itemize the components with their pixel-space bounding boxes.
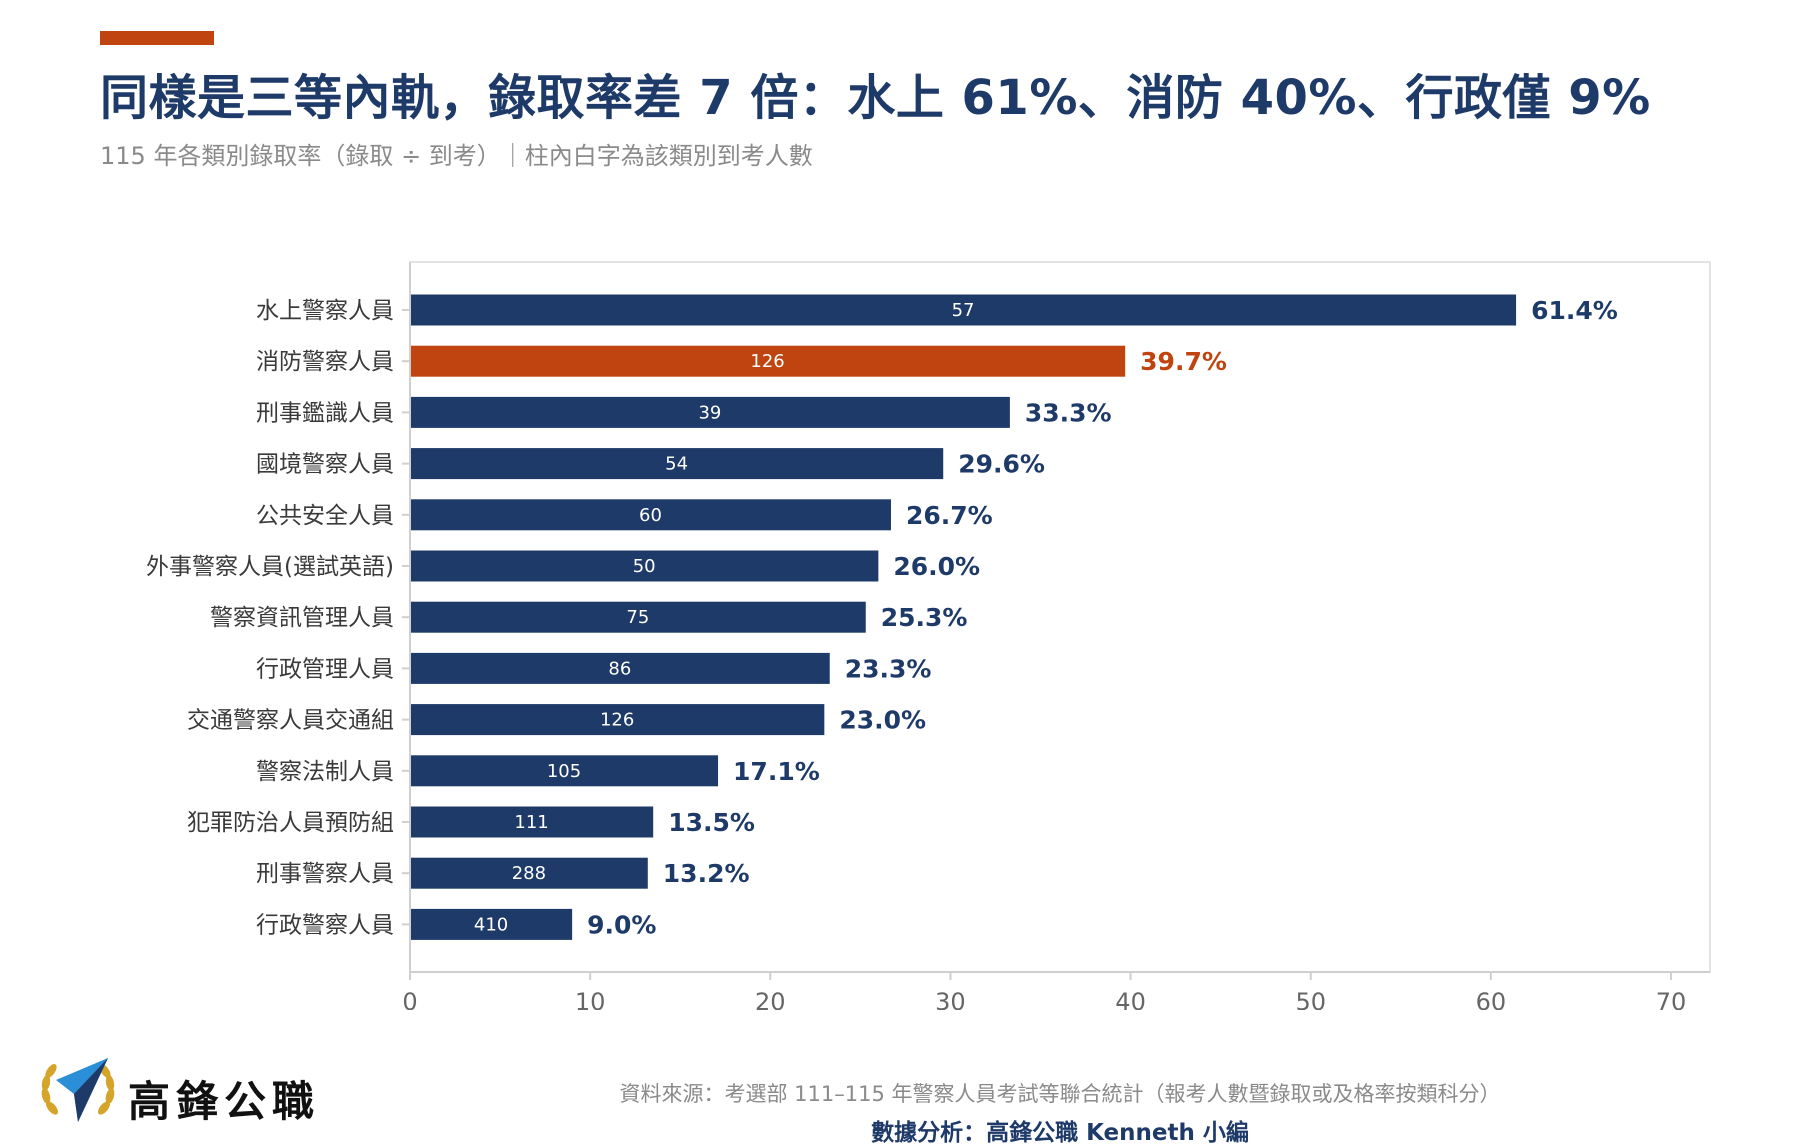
bar-value-label: 29.6% [958, 450, 1045, 479]
bar [411, 755, 719, 787]
category-label: 犯罪防治人員預防組 [187, 810, 394, 836]
bar-value-label: 17.1% [733, 757, 820, 786]
category-label: 刑事警察人員 [256, 861, 394, 887]
bar-value-label: 9.0% [587, 910, 656, 939]
category-label: 水上警察人員 [256, 298, 394, 324]
bar [411, 448, 944, 480]
x-tick-label: 20 [755, 988, 786, 1010]
bar-count-label: 60 [639, 505, 662, 526]
bar-count-label: 75 [626, 607, 649, 628]
page-subtitle: 115 年各類別錄取率（錄取 ÷ 到考）｜柱內白字為該類別到考人數 [100, 142, 813, 170]
category-label: 刑事鑑識人員 [256, 400, 394, 426]
bar-count-label: 288 [512, 863, 546, 884]
category-label: 行政警察人員 [256, 912, 394, 938]
bar-count-label: 54 [665, 454, 688, 475]
category-label: 警察法制人員 [256, 759, 394, 785]
bar-value-label: 13.2% [663, 859, 750, 888]
bar-value-label: 13.5% [668, 808, 755, 837]
category-label: 行政管理人員 [256, 656, 394, 682]
category-label: 外事警察人員(選試英語) [146, 554, 394, 580]
x-tick-label: 40 [1115, 988, 1146, 1010]
category-label: 公共安全人員 [256, 503, 394, 529]
bar [411, 806, 654, 838]
page-title: 同樣是三等內軌，錄取率差 7 倍：水上 61%、消防 40%、行政僅 9% [100, 70, 1651, 126]
bar-count-label: 126 [600, 710, 634, 731]
bar [411, 704, 825, 736]
bar-value-label: 23.0% [839, 706, 926, 735]
bar [411, 294, 1517, 326]
x-tick-label: 50 [1295, 988, 1326, 1010]
bar-value-label: 23.3% [845, 654, 932, 683]
title-accent-bar [100, 31, 214, 45]
x-tick-label: 60 [1476, 988, 1507, 1010]
bar-value-label: 39.7% [1140, 347, 1227, 376]
category-label: 警察資訊管理人員 [210, 605, 394, 631]
category-label: 消防警察人員 [256, 349, 394, 375]
bar-value-label: 25.3% [881, 603, 968, 632]
bar [411, 857, 648, 889]
bar-value-label: 33.3% [1025, 398, 1112, 427]
paper-plane-laurel-icon [41, 1058, 115, 1122]
x-tick-label: 10 [575, 988, 606, 1010]
bar-count-label: 126 [750, 351, 784, 372]
bar-count-label: 57 [952, 300, 975, 321]
bar [411, 499, 891, 531]
category-label: 國境警察人員 [256, 452, 394, 478]
bar-chart: 0 10 20 30 40 50 60 70 水上警察人員 57 61.4% 消防警察人員 126 39.… [146, 261, 1711, 1010]
x-tick-label: 70 [1656, 988, 1687, 1010]
bar [411, 345, 1126, 377]
bar-count-label: 105 [547, 761, 581, 782]
x-tick-label: 0 [402, 988, 417, 1010]
data-analysis-credit: 數據分析：高鋒公職 Kenneth 小編 [871, 1120, 1249, 1146]
bar [411, 550, 879, 582]
data-source: 資料來源：考選部 111–115 年警察人員考試等聯合統計（報考人數暨錄取或及格… [619, 1082, 1501, 1106]
bar-count-label: 86 [608, 658, 631, 679]
bar [411, 396, 1010, 428]
bar-value-label: 26.7% [906, 501, 993, 530]
bar-value-label: 61.4% [1531, 296, 1618, 325]
bar [411, 601, 866, 633]
bar [411, 908, 573, 940]
bar [411, 652, 830, 684]
category-label: 交通警察人員交通組 [187, 708, 394, 734]
brand-name: 高鋒公職 [128, 1077, 321, 1126]
bar-count-label: 410 [474, 914, 508, 935]
bar-count-label: 111 [514, 812, 548, 833]
bar-count-label: 39 [698, 402, 721, 423]
x-tick-label: 30 [935, 988, 966, 1010]
bar-value-label: 26.0% [893, 552, 980, 581]
bar-count-label: 50 [633, 556, 656, 577]
